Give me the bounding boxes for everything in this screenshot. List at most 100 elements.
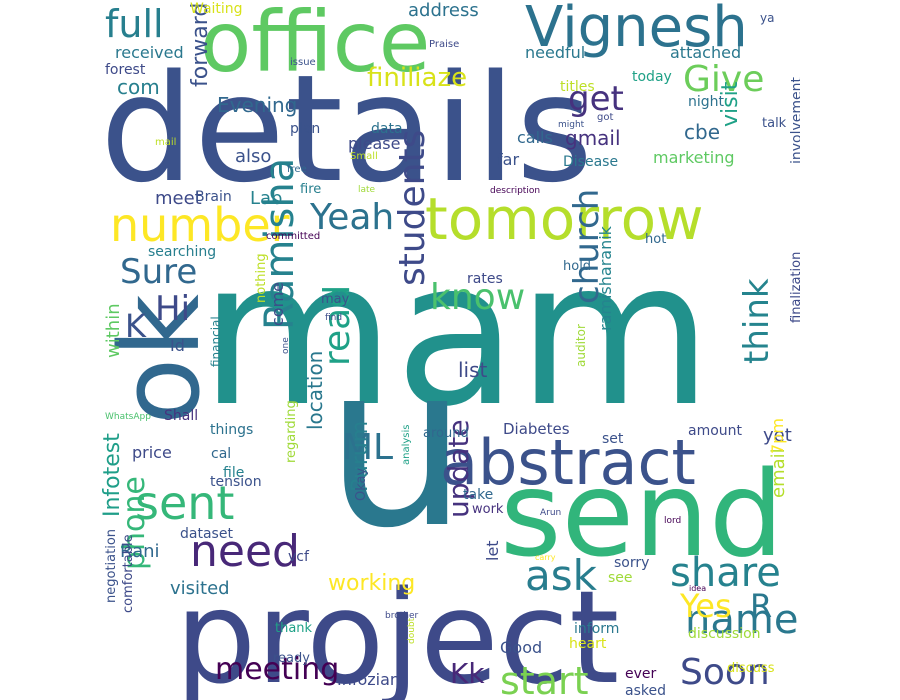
word-id: Id	[170, 336, 185, 355]
word-cal: cal	[211, 446, 232, 462]
word-working: working	[328, 571, 416, 596]
word-gmail: gmail	[565, 126, 621, 150]
word-send: send	[500, 445, 784, 583]
word-address: address	[408, 0, 479, 21]
word-ml: ML	[342, 427, 394, 468]
word-shall: Shall	[164, 408, 199, 424]
word-got: got	[597, 112, 614, 123]
word-one: one	[281, 337, 291, 354]
word-meeting: meeting	[215, 652, 340, 687]
word-sent: sent	[135, 476, 235, 530]
word-carry: carry	[535, 553, 556, 562]
word-far: far	[497, 150, 520, 169]
word-office: office	[200, 0, 431, 91]
word-description: description	[490, 186, 541, 196]
word-come: come	[268, 281, 287, 326]
word-file: file	[223, 465, 245, 481]
word-okay: Okay	[354, 467, 369, 501]
word-infotest: Infotest	[100, 433, 125, 517]
word-evening: Evening	[217, 93, 298, 117]
word-need: need	[190, 526, 300, 577]
word-set: set	[602, 431, 624, 447]
word-yeah: Yeah	[310, 197, 395, 238]
word-finiliaze: finiliaze	[367, 63, 468, 93]
word-amount: amount	[688, 423, 743, 439]
word-committed: committed	[266, 231, 321, 242]
word-waiting: Waiting	[190, 1, 243, 17]
word-find: find	[325, 313, 343, 323]
word-needful: needful	[525, 43, 586, 62]
word-finalization: finalization	[789, 251, 800, 323]
word-ready: ready	[273, 651, 310, 666]
word-doubt: doubt	[407, 617, 417, 644]
word-number: number	[110, 198, 290, 252]
word-analysis: analysis	[401, 424, 412, 466]
word-see: see	[608, 570, 633, 586]
word-might: might	[558, 120, 585, 130]
word-night: night	[688, 94, 725, 110]
word-start: start	[500, 659, 589, 700]
word-financial: financial	[209, 316, 223, 367]
word-discussion: discussion	[688, 626, 761, 642]
word-work: work	[472, 502, 504, 517]
word-visited: visited	[170, 578, 230, 599]
word-yet: yet	[763, 425, 792, 446]
word-ask: ask	[525, 551, 597, 600]
word-free: free	[287, 164, 307, 175]
word-location: location	[303, 350, 327, 430]
word-discuss: discuss	[727, 661, 775, 676]
word-talk: talk	[762, 116, 787, 131]
word-searching: searching	[148, 244, 217, 260]
word-soon: Soon	[680, 652, 770, 693]
word-today: today	[632, 69, 672, 85]
word-ya: ya	[760, 11, 775, 25]
word-know: know	[430, 277, 526, 318]
word-sorry: sorry	[614, 555, 650, 571]
word-forest: forest	[105, 62, 146, 78]
word-idea: idea	[689, 584, 707, 593]
word-details: details	[100, 43, 594, 215]
word-let: let	[483, 540, 502, 561]
word-email: email	[768, 448, 789, 498]
word-dataset: dataset	[180, 526, 233, 542]
word-meet: meet	[155, 188, 202, 209]
word-think: think	[737, 278, 777, 364]
word-inform: inform	[574, 621, 620, 637]
word-give: Give	[683, 59, 765, 100]
word-price: price	[132, 443, 172, 462]
word-data: data	[371, 121, 403, 137]
word-mail: mail	[155, 137, 177, 148]
word-rates: rates	[467, 271, 503, 287]
word-7pm: 7pm	[768, 418, 787, 454]
word-around: around	[423, 426, 469, 441]
word-take: take	[463, 487, 494, 503]
word-students: students	[392, 129, 433, 286]
word-plan: plan	[290, 121, 321, 137]
word-praise: Praise	[429, 39, 460, 50]
word-marketing: marketing	[653, 148, 735, 167]
word-get: get	[568, 79, 624, 119]
word-sure: Sure	[120, 252, 198, 292]
word-infoziant: Infoziant	[337, 670, 407, 689]
word-tension: tension	[210, 474, 262, 490]
word-arun: Arun	[540, 508, 562, 518]
word-ramisharanik: ramisharanik	[596, 226, 615, 331]
word-issue: issue	[290, 57, 316, 68]
word-abstract: abstract	[440, 426, 696, 499]
word-lord: lord	[664, 516, 682, 526]
word-may: may	[321, 292, 350, 307]
word-cbe: cbe	[684, 120, 720, 144]
word-kk: Kk	[450, 657, 485, 690]
word-diabetes: Diabetes	[503, 420, 570, 438]
word-fire: fire	[300, 182, 322, 197]
word-attached: attached	[670, 43, 742, 62]
word-k: K	[125, 307, 146, 345]
word-mam: mam	[200, 218, 713, 451]
word-calls: calls	[517, 128, 553, 147]
word-please: please	[348, 134, 401, 153]
word-lab: Lab	[250, 188, 283, 209]
word-negotiation: negotiation	[104, 528, 119, 603]
word-good: Good	[500, 638, 543, 657]
word-project: project	[175, 564, 620, 700]
word-list: list	[458, 358, 488, 382]
